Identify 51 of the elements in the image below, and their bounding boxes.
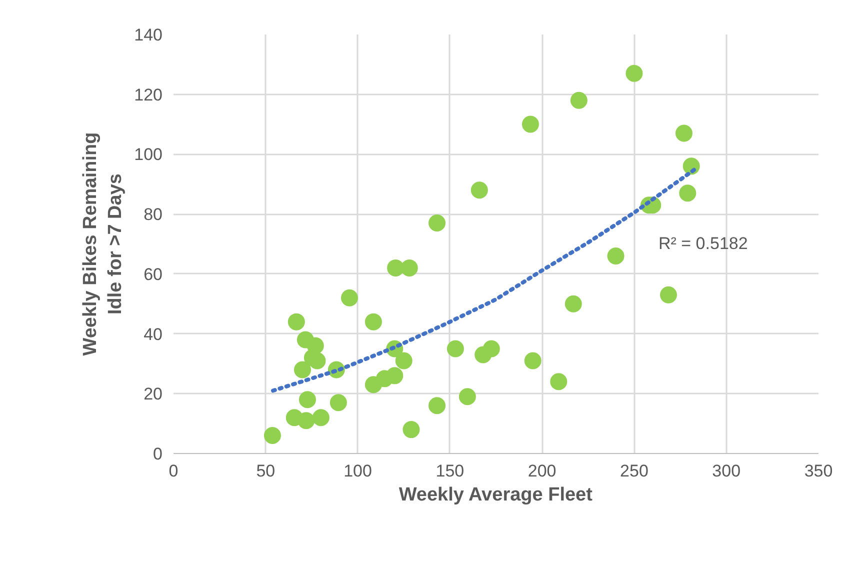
point — [288, 313, 305, 330]
point — [364, 313, 382, 330]
point — [570, 92, 588, 109]
annotation: R² = 0.5182 — [658, 234, 748, 253]
x-tick-label: 100 — [344, 462, 372, 480]
x-tick-label: 150 — [436, 462, 464, 480]
point — [387, 259, 404, 276]
point — [298, 391, 316, 408]
point — [470, 182, 488, 199]
point — [458, 388, 476, 406]
y-tick-label: 120 — [134, 85, 163, 104]
point — [428, 397, 446, 414]
y-tick-label: 20 — [144, 384, 163, 404]
x-tick-label: 0 — [168, 462, 178, 480]
point — [524, 352, 542, 370]
y-tick-label: 140 — [134, 26, 163, 44]
x-tick-label: 200 — [528, 462, 556, 480]
point — [312, 409, 330, 426]
point — [428, 214, 446, 232]
point — [482, 340, 500, 358]
point — [402, 421, 420, 438]
y-axis-title: Weekly Bikes Remaining Idle for >7 Days — [80, 132, 126, 356]
point — [340, 289, 358, 306]
point — [626, 64, 643, 82]
y-tick-label: 100 — [134, 145, 163, 164]
y-tick-label: 0 — [153, 444, 163, 464]
point — [330, 394, 347, 412]
point — [675, 124, 692, 142]
x-tick-label: 250 — [620, 462, 648, 480]
point — [308, 352, 326, 370]
point — [550, 373, 568, 390]
point — [522, 116, 539, 133]
point — [607, 247, 624, 264]
point — [294, 361, 311, 378]
point — [298, 412, 315, 430]
y-tick-label: 40 — [144, 324, 163, 344]
point — [679, 184, 696, 202]
x-tick-label: 300 — [712, 462, 741, 480]
x-tick-label: 50 — [256, 462, 276, 480]
y-tick-label: 60 — [144, 264, 163, 284]
point — [386, 367, 404, 384]
point — [564, 295, 582, 312]
point — [660, 286, 677, 304]
point — [446, 340, 464, 358]
x-tick-label: 350 — [804, 462, 833, 480]
point — [395, 352, 412, 370]
y-tick-label: 80 — [144, 205, 163, 224]
point — [264, 427, 281, 444]
point — [400, 259, 418, 276]
x-axis-title: Weekly Average Fleet — [398, 484, 594, 506]
point — [306, 337, 324, 354]
